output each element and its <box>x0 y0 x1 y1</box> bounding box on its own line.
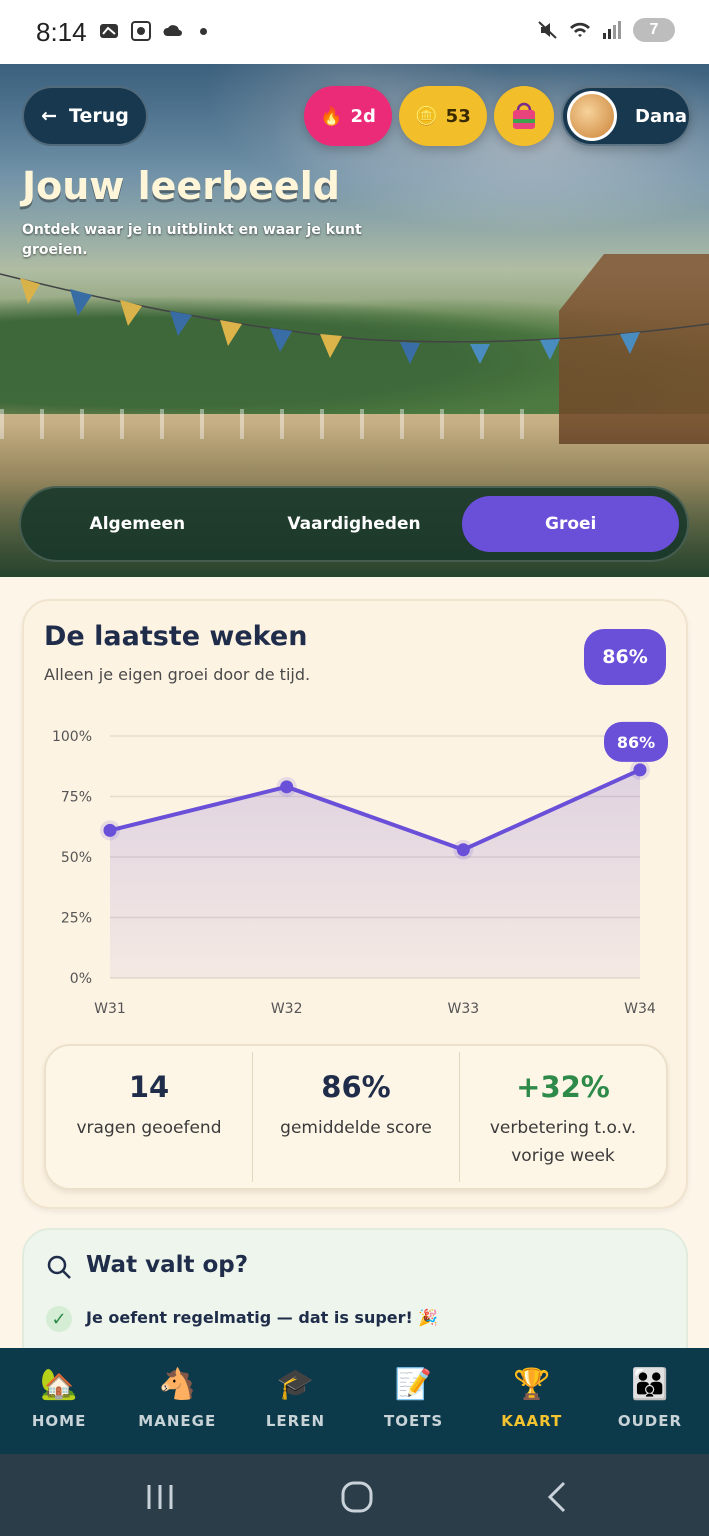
growth-card: De laatste weken Alleen je eigen groei d… <box>22 599 688 1209</box>
battery-level: 7 <box>649 21 659 38</box>
stat-value: 86% <box>321 1070 391 1104</box>
y-tick-label: 50% <box>61 850 92 866</box>
stat-label: vragen geoefend <box>76 1118 222 1138</box>
tab-label: Algemeen <box>89 514 186 534</box>
nav-toets[interactable]: 📝 TOETS <box>355 1348 473 1454</box>
profile-pill[interactable]: Dana <box>561 86 691 146</box>
home-button[interactable] <box>340 1480 374 1514</box>
search-icon <box>47 1255 71 1279</box>
coins-pill[interactable]: 🪙 53 <box>399 86 487 146</box>
tab-groei[interactable]: Groei <box>462 496 680 552</box>
tab-algemeen[interactable]: Algemeen <box>29 496 246 552</box>
nav-home[interactable]: 🏡 HOME <box>0 1348 118 1454</box>
wifi-icon <box>570 22 590 37</box>
x-tick-label: W32 <box>271 1001 303 1017</box>
app-notification-icon <box>100 24 118 38</box>
streak-pill[interactable]: 🔥 2d <box>304 86 392 146</box>
back-nav-button[interactable] <box>544 1480 570 1514</box>
trophy-icon: 🏆 <box>513 1367 551 1402</box>
system-nav-bar <box>0 1454 709 1536</box>
bottom-nav: 🏡 HOME 🐴 MANEGE 🎓 LEREN 📝 TOETS 🏆 KAART … <box>0 1348 709 1454</box>
area-fill <box>110 769 640 978</box>
nav-label: KAART <box>501 1412 563 1430</box>
notification-dot <box>200 27 207 35</box>
y-tick-label: 100% <box>52 729 92 745</box>
stat-value: 14 <box>128 1070 170 1104</box>
memo-icon: 📝 <box>394 1367 433 1402</box>
data-point <box>456 843 470 857</box>
annotation-bubble <box>604 721 668 762</box>
status-icons-right: 7 <box>537 18 675 42</box>
stat-label: gemiddelde score <box>280 1118 432 1138</box>
data-point <box>280 780 294 794</box>
growth-chart: 0% 25% 50% 75% 100% W31 W32 W33 W34 86% <box>52 721 668 1017</box>
page-title: Jouw leerbeeld <box>22 164 340 208</box>
status-time: 8:14 <box>36 17 87 47</box>
screenshot-icon <box>131 21 151 41</box>
y-tick-label: 75% <box>61 790 92 806</box>
tab-bar: Algemeen Vaardigheden Groei <box>19 486 689 562</box>
nav-label: OUDER <box>617 1412 683 1430</box>
tab-label: Vaardigheden <box>287 514 421 534</box>
nav-label: MANEGE <box>138 1412 217 1430</box>
hero-banner: ← Terug 🔥 2d 🪙 53 Dana Jouw leerbeeld On… <box>0 64 709 577</box>
recent-apps-button[interactable] <box>144 1482 176 1512</box>
stat-questions: 14 vragen geoefend <box>46 1052 253 1182</box>
nav-label: LEREN <box>265 1412 325 1430</box>
horse-icon: 🐴 <box>158 1367 196 1402</box>
flame-icon: 🔥 <box>320 105 343 127</box>
nav-ouder[interactable]: 👪 OUDER <box>591 1348 709 1454</box>
cloud-icon <box>163 25 182 36</box>
stat-label: verbetering t.o.v. vorige week <box>489 1118 637 1166</box>
insights-title: Wat valt op? <box>86 1252 249 1278</box>
nav-kaart[interactable]: 🏆 KAART <box>473 1348 591 1454</box>
y-tick-label: 0% <box>70 971 92 987</box>
shopping-bag-icon <box>513 102 535 129</box>
x-tick-label: W33 <box>447 1001 479 1017</box>
growth-title: De laatste weken <box>44 621 308 652</box>
annotation-label: 86% <box>617 733 655 752</box>
check-icon: ✓ <box>46 1306 72 1332</box>
y-tick-label: 25% <box>61 911 92 927</box>
nav-manege[interactable]: 🐴 MANEGE <box>118 1348 236 1454</box>
mute-icon <box>538 21 557 39</box>
status-bar: 8:14 7 <box>0 0 709 64</box>
data-point <box>103 823 117 837</box>
data-point <box>633 763 647 777</box>
shop-button[interactable] <box>494 86 554 146</box>
nav-label: HOME <box>31 1412 87 1430</box>
tab-vaardigheden[interactable]: Vaardigheden <box>246 496 463 552</box>
score-badge: 86% <box>584 629 666 685</box>
arrow-left-icon: ← <box>41 105 58 127</box>
graduation-cap-icon: 🎓 <box>276 1367 315 1402</box>
coin-icon: 🪙 <box>415 105 438 127</box>
pony-avatar <box>567 91 617 141</box>
x-tick-label: W31 <box>94 1001 126 1017</box>
nav-label: TOETS <box>383 1412 444 1430</box>
status-icons-left <box>98 20 207 42</box>
user-name: Dana <box>635 105 688 127</box>
back-button-label: Terug <box>69 105 129 127</box>
signal-icon <box>603 21 621 39</box>
stat-improvement: +32% verbetering t.o.v. vorige week <box>460 1052 666 1182</box>
battery-indicator: 7 <box>633 18 675 42</box>
back-button[interactable]: ← Terug <box>22 86 148 146</box>
streak-value: 2d <box>350 105 376 127</box>
series-line <box>109 768 641 852</box>
x-tick-label: W34 <box>624 1001 656 1017</box>
house-icon: 🏡 <box>40 1367 78 1402</box>
family-icon: 👪 <box>631 1367 669 1402</box>
growth-subtitle: Alleen je eigen groei door de tijd. <box>44 665 311 684</box>
nav-leren[interactable]: 🎓 LEREN <box>236 1348 354 1454</box>
insight-item: Je oefent regelmatig — dat is super! 🎉 <box>86 1308 439 1327</box>
stat-average-score: 86% gemiddelde score <box>253 1052 460 1182</box>
stats-panel: 14 vragen geoefend 86% gemiddelde score … <box>44 1044 668 1190</box>
page-subtitle: Ontdek waar je in uitblinkt en waar je k… <box>22 222 362 258</box>
stat-value: +32% <box>516 1070 610 1104</box>
tab-label: Groei <box>544 514 597 534</box>
coins-value: 53 <box>445 105 471 127</box>
